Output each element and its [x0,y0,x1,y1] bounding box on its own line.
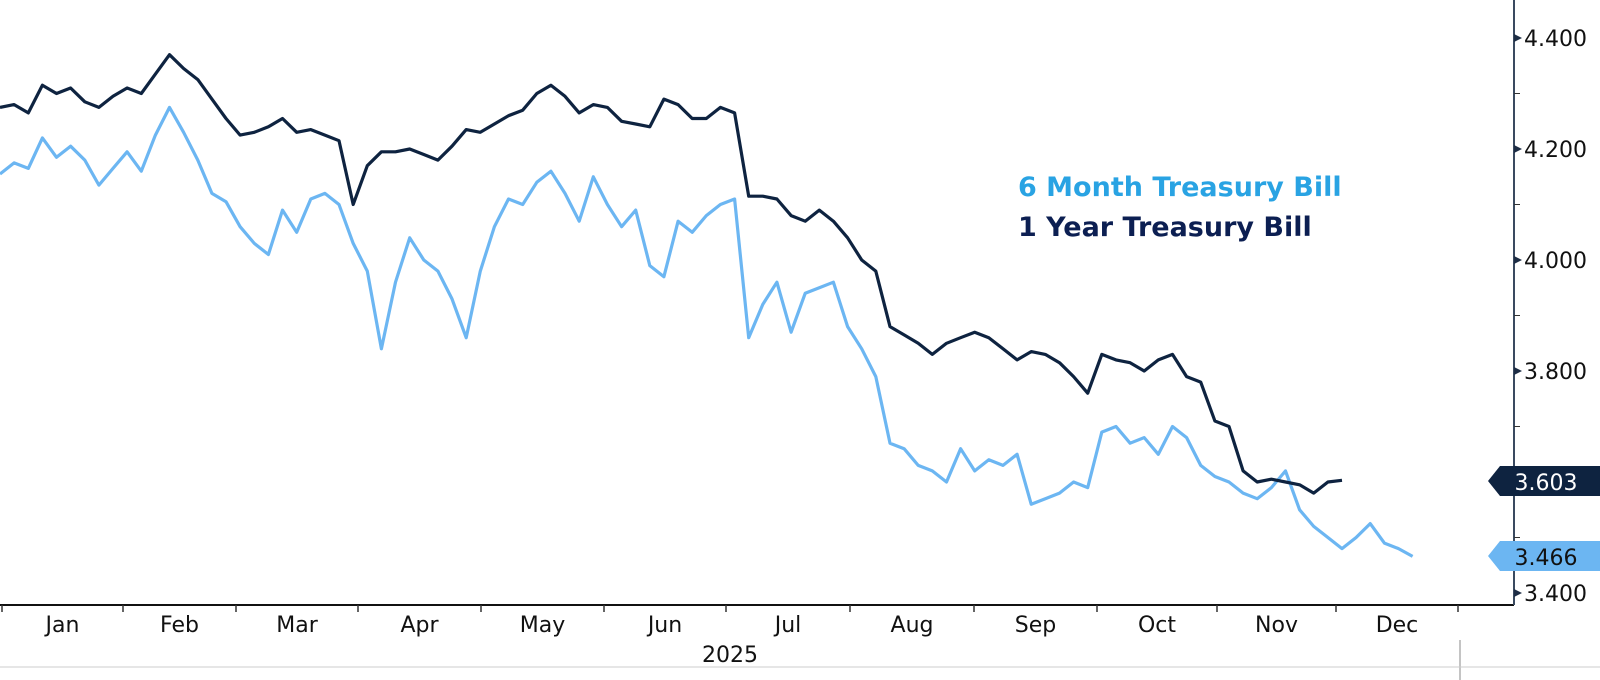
y-tick-label: 3.800 [1524,360,1587,385]
y-tick-marker [1514,34,1522,42]
x-tick-label-jan: Jan [44,613,80,638]
x-tick-label-nov: Nov [1255,613,1298,638]
series-lines [0,53,1414,558]
y-tick-label: 4.000 [1524,249,1587,274]
six-month-last-value: 3.466 [1515,546,1578,571]
y-tick-marker [1514,589,1522,597]
y-tick-label: 4.200 [1524,138,1587,163]
six-month-last-value-tag [1488,541,1600,571]
y-tick-marker [1514,145,1522,153]
x-tick-label-mar: Mar [276,613,318,638]
x-tick-label-may: May [520,613,565,638]
y-tick-label: 3.400 [1524,582,1587,607]
one-year-last-value: 3.603 [1515,471,1578,496]
x-axis-ticks: Jan Feb Mar Apr May Jun Jul Aug Sep Oct Nov Dec [1,605,1459,638]
x-tick-label-jul: Jul [773,613,802,638]
x-tick-label-dec: Dec [1376,613,1419,638]
last-value-tags: 3.603 3.466 [1488,466,1600,571]
y-axis-ticks: 4.400 4.200 4.000 3.800 3.400 [1514,27,1587,607]
x-tick-label-jun: Jun [646,613,682,638]
one-year-line [0,53,1343,495]
one-year-last-value-tag [1488,466,1600,496]
legend-six-month: 6 Month Treasury Bill [1018,172,1342,203]
x-tick-label-feb: Feb [160,613,199,638]
x-tick-label-oct: Oct [1138,613,1176,638]
six-month-line [0,105,1414,558]
y-tick-marker [1514,256,1522,264]
x-tick-label-apr: Apr [400,613,439,638]
year-label: 2025 [702,643,758,668]
legend-one-year: 1 Year Treasury Bill [1018,212,1312,243]
x-tick-label-aug: Aug [891,613,934,638]
y-tick-marker [1514,367,1522,375]
y-tick-label: 4.400 [1524,27,1587,52]
x-tick-label-sep: Sep [1015,613,1056,638]
